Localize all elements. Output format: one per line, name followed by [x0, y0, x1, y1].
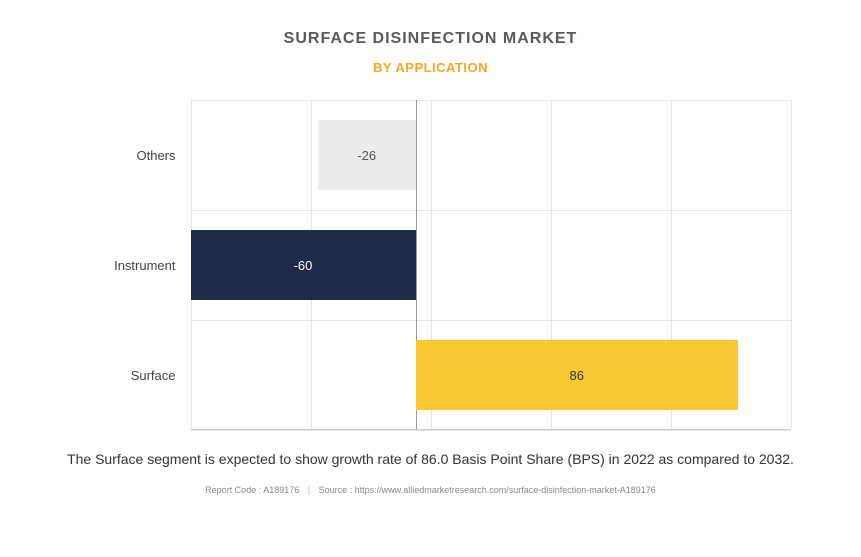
chart-area: Others Instrument Surface -26 -60 86 — [71, 100, 791, 430]
grid-h — [191, 210, 791, 211]
y-label-1: Instrument — [71, 210, 191, 320]
footer-separator: | — [308, 485, 310, 495]
y-label-0: Others — [71, 100, 191, 210]
grid-h — [191, 430, 791, 431]
chart-footer: Report Code : A189176 | Source : https:/… — [205, 485, 656, 495]
bar-value-label: -60 — [191, 258, 416, 273]
report-code-label: Report Code : — [205, 485, 263, 495]
chart-subtitle: BY APPLICATION — [373, 60, 488, 75]
grid-h — [191, 100, 791, 101]
bar-0: -26 — [318, 120, 416, 190]
report-code: A189176 — [263, 485, 299, 495]
bar-value-label: -26 — [318, 148, 416, 163]
y-axis-labels: Others Instrument Surface — [71, 100, 191, 430]
chart-title: SURFACE DISINFECTION MARKET — [284, 30, 578, 48]
source-label: Source : — [319, 485, 355, 495]
grid-h — [191, 320, 791, 321]
chart-caption: The Surface segment is expected to show … — [67, 450, 794, 470]
bar-value-label: 86 — [416, 368, 739, 383]
source-url: https://www.alliedmarketresearch.com/sur… — [355, 485, 656, 495]
bar-2: 86 — [416, 340, 739, 410]
plot-area: -26 -60 86 — [191, 100, 791, 430]
grid-v — [791, 100, 792, 429]
bar-1: -60 — [191, 230, 416, 300]
chart-container: SURFACE DISINFECTION MARKET BY APPLICATI… — [0, 0, 861, 557]
y-label-2: Surface — [71, 320, 191, 430]
